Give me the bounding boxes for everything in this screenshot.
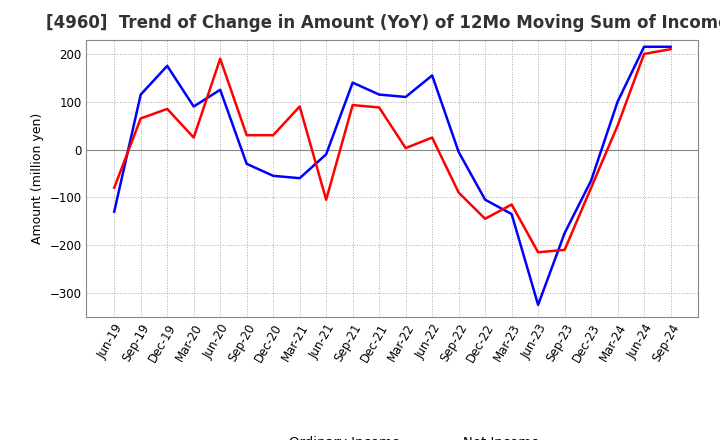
Net Income <box>640 51 649 57</box>
Ordinary Income <box>348 80 357 85</box>
Net Income <box>163 106 171 111</box>
Ordinary Income <box>481 197 490 202</box>
Net Income <box>560 247 569 253</box>
Net Income <box>189 135 198 140</box>
Ordinary Income <box>189 104 198 109</box>
Line: Ordinary Income: Ordinary Income <box>114 47 670 305</box>
Ordinary Income <box>110 209 119 214</box>
Ordinary Income <box>454 149 463 154</box>
Y-axis label: Amount (million yen): Amount (million yen) <box>31 113 44 244</box>
Ordinary Income <box>216 87 225 92</box>
Line: Net Income: Net Income <box>114 49 670 252</box>
Net Income <box>428 135 436 140</box>
Net Income <box>508 202 516 207</box>
Ordinary Income <box>322 152 330 157</box>
Net Income <box>110 185 119 191</box>
Net Income <box>666 47 675 52</box>
Ordinary Income <box>640 44 649 49</box>
Ordinary Income <box>666 44 675 49</box>
Ordinary Income <box>163 63 171 69</box>
Net Income <box>348 103 357 108</box>
Net Income <box>534 249 542 255</box>
Net Income <box>269 132 277 138</box>
Ordinary Income <box>428 73 436 78</box>
Net Income <box>401 146 410 151</box>
Ordinary Income <box>269 173 277 179</box>
Net Income <box>322 197 330 202</box>
Net Income <box>375 105 384 110</box>
Net Income <box>136 116 145 121</box>
Ordinary Income <box>243 161 251 166</box>
Ordinary Income <box>613 99 622 104</box>
Ordinary Income <box>508 211 516 216</box>
Ordinary Income <box>587 178 595 183</box>
Ordinary Income <box>295 176 304 181</box>
Net Income <box>481 216 490 221</box>
Net Income <box>454 190 463 195</box>
Title: [4960]  Trend of Change in Amount (YoY) of 12Mo Moving Sum of Incomes: [4960] Trend of Change in Amount (YoY) o… <box>45 15 720 33</box>
Ordinary Income <box>401 94 410 99</box>
Net Income <box>243 132 251 138</box>
Ordinary Income <box>375 92 384 97</box>
Ordinary Income <box>136 92 145 97</box>
Net Income <box>295 104 304 109</box>
Ordinary Income <box>560 231 569 236</box>
Net Income <box>613 123 622 128</box>
Net Income <box>587 185 595 191</box>
Net Income <box>216 56 225 61</box>
Ordinary Income <box>534 302 542 308</box>
Legend: Ordinary Income, Net Income: Ordinary Income, Net Income <box>240 431 545 440</box>
